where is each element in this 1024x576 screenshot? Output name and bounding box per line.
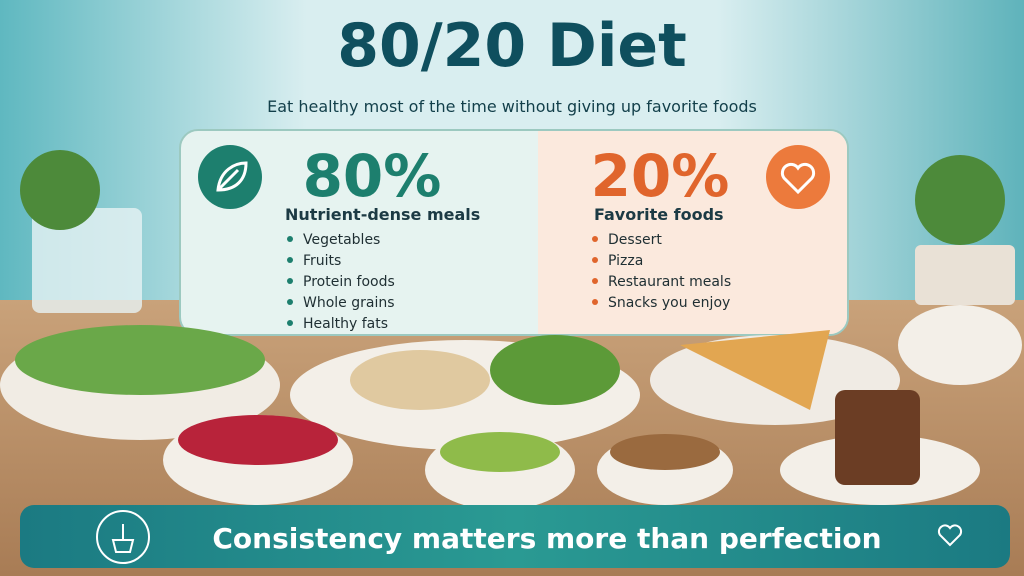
heart-icon (766, 145, 830, 209)
list-item: Pizza (608, 253, 643, 269)
percent: 20% (591, 142, 730, 210)
bullet (592, 257, 598, 263)
percent: 80% (303, 142, 442, 210)
bullet (592, 278, 598, 284)
subtitle: Eat healthy most of the time without giv… (267, 97, 757, 116)
bullet (287, 299, 293, 305)
bullet (287, 257, 293, 263)
bullet (287, 320, 293, 326)
bullet (287, 236, 293, 242)
panel-heading: Nutrient-dense meals (285, 205, 480, 224)
panel-heading: Favorite foods (594, 205, 724, 224)
list-item: Healthy fats (303, 316, 388, 332)
list-item: Vegetables (303, 232, 380, 248)
list-item: Fruits (303, 253, 341, 269)
list-item: Protein foods (303, 274, 395, 290)
footer-text: Consistency matters more than perfection (212, 522, 881, 555)
food-illustration (0, 150, 1022, 510)
list-item: Whole grains (303, 295, 395, 311)
list-item: Snacks you enjoy (608, 295, 730, 311)
footer-banner (20, 505, 1010, 568)
bullet (287, 278, 293, 284)
bullet (592, 299, 598, 305)
list-item: Restaurant meals (608, 274, 731, 290)
title: 80/20 Diet (337, 11, 687, 81)
bullet (592, 236, 598, 242)
panel-card (179, 129, 849, 336)
list-item: Dessert (608, 232, 662, 248)
